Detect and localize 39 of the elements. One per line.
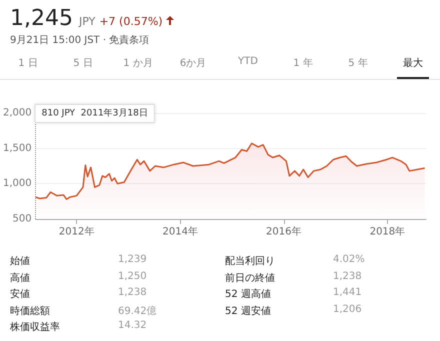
ref-line-label: 810 JPY 2011年3月18日: [42, 108, 148, 118]
text: 1 か月: [122, 57, 154, 70]
text: 14.32: [118, 320, 147, 332]
y-tick-label: 500: [12, 214, 32, 224]
text: 1,238: [333, 270, 362, 282]
text: 始値: [10, 255, 30, 268]
x-tick-label: 2016年: [266, 226, 302, 238]
text: 5 年: [347, 57, 369, 70]
text: 1,239: [118, 254, 147, 265]
text: 69.42億: [118, 304, 157, 318]
text: 1,206: [333, 304, 362, 315]
y-tick-label: 1,000: [2, 178, 32, 190]
x-tick-label: 2014年: [162, 226, 198, 238]
text: YTD: [237, 56, 259, 67]
x-tick-label: 2018年: [370, 226, 406, 238]
text: 安値: [10, 288, 30, 302]
text: +7 (0.57%): [99, 15, 163, 28]
text: 9月21日 15:00 JST · 免責条項: [10, 34, 150, 47]
text: 6か月: [178, 57, 208, 70]
text: 5 日: [72, 57, 94, 70]
text: JPY: [78, 15, 96, 28]
text: 1 日: [17, 57, 39, 70]
x-tick-label: 2012年: [58, 226, 94, 238]
y-tick-label: 1,500: [2, 142, 32, 154]
text: 株価収益率: [10, 320, 60, 334]
text: 52 週安値: [225, 304, 271, 318]
text: 1,245: [10, 6, 73, 31]
text: 4.02%: [333, 254, 365, 265]
text: 1,441: [333, 287, 362, 298]
text: 1,238: [118, 287, 147, 298]
text: 1,250: [118, 270, 147, 282]
text: 前日の終値: [225, 272, 275, 285]
text: 1 年: [292, 57, 314, 70]
text: 配当利回り: [225, 254, 275, 268]
text: 最大: [402, 56, 424, 70]
y-tick-label: 2,000: [2, 108, 32, 118]
text: 52 週高値: [225, 288, 271, 302]
text: 高値: [10, 272, 30, 285]
text: 時価総額: [10, 304, 50, 318]
